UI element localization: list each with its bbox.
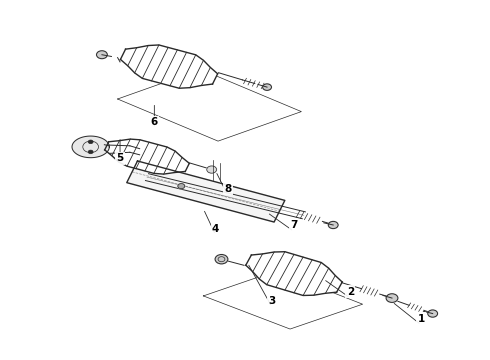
Circle shape	[178, 184, 185, 189]
Text: 2: 2	[347, 287, 354, 297]
Polygon shape	[146, 174, 305, 219]
Circle shape	[263, 84, 271, 90]
Polygon shape	[127, 161, 285, 222]
Text: 1: 1	[418, 314, 425, 324]
Text: 5: 5	[117, 153, 123, 163]
Circle shape	[386, 294, 398, 302]
Circle shape	[97, 51, 107, 59]
Circle shape	[88, 140, 93, 144]
Text: 3: 3	[269, 296, 275, 306]
Text: 4: 4	[212, 224, 220, 234]
Text: 7: 7	[290, 220, 298, 230]
Circle shape	[428, 310, 438, 317]
Text: 8: 8	[224, 184, 231, 194]
Polygon shape	[105, 139, 189, 174]
Circle shape	[328, 221, 338, 229]
Text: 6: 6	[151, 117, 158, 127]
Polygon shape	[121, 45, 218, 88]
Circle shape	[207, 166, 217, 173]
Polygon shape	[72, 136, 109, 158]
Polygon shape	[246, 252, 342, 296]
Circle shape	[215, 255, 228, 264]
Circle shape	[88, 150, 93, 154]
